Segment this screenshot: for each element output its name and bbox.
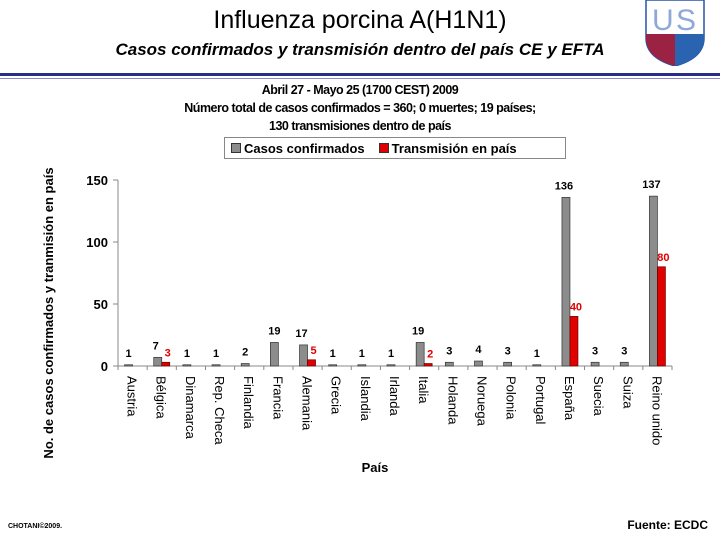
y-tick-label: 50: [94, 297, 108, 312]
bar-confirmed: [124, 364, 133, 367]
x-tick-label: Holanda: [445, 376, 460, 425]
bar-transmission: [307, 359, 316, 367]
footer-copyright: CHOTANI©2009.: [8, 523, 63, 530]
bar-confirmed: [503, 361, 512, 367]
data-label-confirmed: 19: [412, 325, 424, 337]
data-label-confirmed: 1: [184, 348, 190, 360]
x-tick-label: Austria: [125, 376, 140, 417]
bar-confirmed: [415, 342, 425, 367]
x-tick-label: Italia: [416, 376, 431, 404]
bar-transmission: [423, 363, 433, 367]
y-tick-label: 100: [86, 235, 108, 250]
bar-confirmed: [619, 361, 629, 367]
bar-confirmed: [386, 364, 396, 367]
legend-item-confirmed: Casos confirmados: [231, 141, 365, 156]
bar-confirmed: [211, 364, 221, 367]
bar-confirmed: [532, 364, 542, 367]
data-label-confirmed: 137: [642, 179, 660, 191]
divider: [0, 78, 720, 79]
data-label-transmission: 40: [570, 301, 582, 313]
legend-label: Transmisión en país: [391, 140, 517, 156]
x-tick-label: Finlandia: [241, 376, 256, 430]
x-tick-label: Alemania: [300, 376, 315, 431]
divider: [0, 73, 720, 76]
data-label-confirmed: 4: [475, 344, 482, 356]
x-tick-label: Noruega: [474, 376, 489, 427]
bar-transmission: [161, 361, 171, 367]
x-tick-label: Reino unido: [649, 376, 664, 445]
data-label-confirmed: 2: [242, 347, 248, 359]
x-axis-title: País: [362, 460, 389, 475]
x-tick-label: Irlanda: [387, 376, 402, 417]
data-label-confirmed: 1: [534, 348, 540, 360]
footer-source: Fuente: ECDC: [627, 518, 708, 532]
bar-confirmed: [649, 195, 658, 367]
data-label-transmission: 2: [427, 349, 433, 361]
bar-confirmed: [153, 356, 163, 367]
data-label-confirmed: 1: [359, 348, 365, 360]
legend-item-transmission: Transmisión en país: [378, 140, 517, 156]
x-tick-label: Francia: [270, 376, 285, 420]
x-tick-label: Suecia: [591, 376, 606, 417]
bar-transmission: [569, 316, 579, 367]
data-label-confirmed: 3: [592, 345, 598, 357]
data-label-transmission: 5: [310, 345, 316, 357]
slide-subtitle: Casos confirmados y transmisión dentro d…: [115, 40, 605, 59]
slide-title: Influenza porcina A(H1N1): [213, 6, 507, 34]
bar-confirmed: [182, 364, 192, 367]
data-label-confirmed: 136: [555, 180, 573, 192]
bar-confirmed: [474, 360, 483, 367]
bar-confirmed: [328, 364, 338, 367]
data-label-transmission: 3: [165, 347, 171, 359]
y-tick-label: 150: [86, 173, 108, 188]
bar-chart: 050100150Austria1Bélgica37Dinamarca1Rep.…: [41, 167, 673, 475]
bar-confirmed: [240, 363, 250, 367]
x-tick-label: Islandia: [358, 376, 373, 422]
data-label-confirmed: 1: [126, 348, 132, 360]
x-tick-label: Rep. Checa: [212, 376, 227, 445]
data-label-confirmed: 3: [446, 345, 452, 357]
x-tick-label: Portugal: [533, 376, 548, 425]
data-label-confirmed: 17: [295, 328, 307, 340]
x-tick-label: Polonia: [504, 376, 519, 420]
legend-swatch: [378, 142, 389, 153]
bar-confirmed: [444, 361, 454, 367]
legend-swatch: [231, 142, 241, 153]
svg-text:U: U: [652, 4, 674, 37]
data-label-confirmed: 3: [505, 345, 511, 357]
usu-logo: U S: [645, 0, 705, 66]
data-label-confirmed: 1: [388, 348, 394, 360]
chart-header-period: Abril 27 - Mayo 25 (1700 CEST) 2009: [261, 83, 459, 97]
bar-confirmed: [357, 364, 367, 367]
data-label-transmission: 80: [657, 252, 669, 264]
legend: Casos confirmados Transmisión en país: [224, 137, 566, 159]
x-tick-label: Bélgica: [154, 376, 169, 419]
y-axis-title: No. de casos confirmados y tranmisión en…: [41, 167, 56, 458]
legend-label: Casos confirmados: [244, 140, 365, 156]
data-label-confirmed: 3: [621, 345, 627, 357]
x-tick-label: Grecia: [329, 376, 344, 415]
x-tick-label: Suiza: [620, 376, 635, 409]
x-tick-label: Dinamarca: [183, 376, 198, 440]
y-tick-label: 0: [101, 359, 108, 374]
x-tick-label: España: [562, 376, 577, 421]
bar-confirmed: [299, 344, 308, 367]
chart-header-transmissions: 130 transmisiones dentro de país: [269, 119, 452, 133]
bar-transmission: [657, 266, 666, 367]
svg-text:S: S: [676, 4, 696, 37]
chart-header-totals: Número total de casos confirmados = 360;…: [184, 101, 536, 115]
data-label-confirmed: 7: [153, 340, 159, 352]
data-label-confirmed: 1: [330, 348, 336, 360]
bar-confirmed: [590, 361, 600, 367]
bar-confirmed: [561, 197, 571, 367]
bar-confirmed: [270, 342, 279, 367]
data-label-confirmed: 1: [213, 348, 219, 360]
data-label-confirmed: 19: [268, 325, 280, 337]
